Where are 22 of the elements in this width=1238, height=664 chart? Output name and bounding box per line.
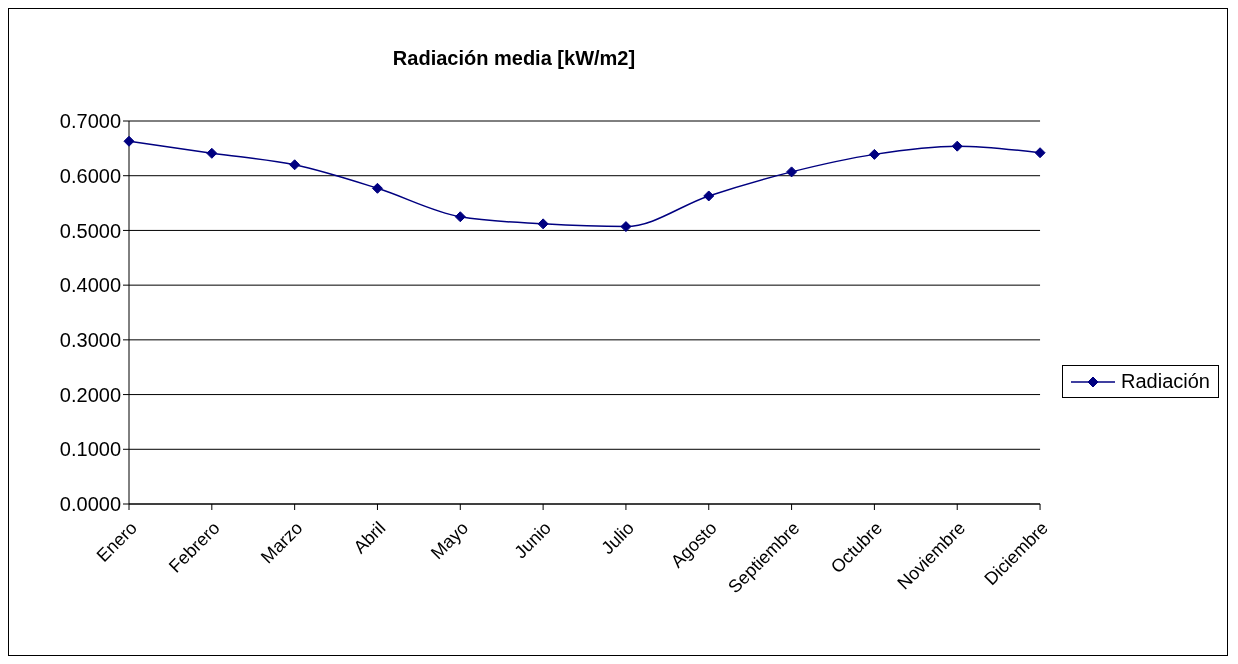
point (537, 218, 549, 230)
point (620, 221, 632, 233)
y-tick-label: 0.0000 (59, 493, 121, 516)
y-tick-label: 0.6000 (59, 164, 121, 187)
y-tick-label: 0.5000 (59, 219, 121, 242)
point (786, 166, 798, 178)
point (289, 159, 301, 171)
point (123, 135, 135, 147)
y-tick-label: 0.3000 (59, 328, 121, 351)
point (454, 211, 466, 223)
point (371, 182, 383, 194)
chart-title: Radiación media [kW/m2] (391, 47, 637, 70)
y-tick-label: 0.7000 (59, 110, 121, 133)
point (1034, 147, 1046, 159)
x-tick-label: Julio (597, 517, 638, 559)
point (951, 140, 963, 152)
y-tick-label: 0.4000 (59, 274, 121, 297)
point (206, 147, 218, 159)
point (868, 148, 880, 160)
legend-label: Radiación (1121, 370, 1210, 393)
y-tick-label: 0.1000 (59, 438, 121, 461)
y-tick-label: 0.2000 (59, 383, 121, 406)
